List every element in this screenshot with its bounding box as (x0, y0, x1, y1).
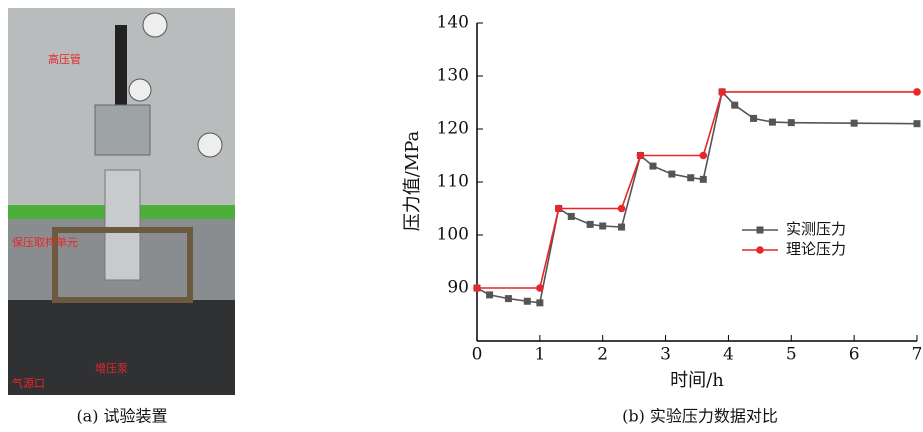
vessel (104, 169, 141, 281)
gauge (197, 132, 223, 158)
x-tick-label: 2 (597, 345, 608, 365)
x-tick-label: 3 (660, 345, 671, 365)
series-line (476, 90, 918, 304)
x-axis-label: 时间/h (670, 370, 724, 391)
marker (536, 299, 544, 307)
marker (473, 284, 481, 292)
frame (52, 227, 193, 303)
y-tick-label: 140 (437, 13, 469, 33)
photo-label: 气源口 (12, 376, 45, 390)
gauge (128, 78, 152, 102)
y-tick-label: 100 (437, 225, 469, 245)
marker (567, 212, 575, 220)
base (8, 300, 235, 395)
marker (718, 88, 726, 96)
marker (687, 174, 695, 182)
marker (668, 170, 676, 178)
marker (731, 101, 739, 109)
caption: (a) 试验装置 (76, 407, 167, 426)
x-tick-label: 4 (723, 345, 734, 365)
caption: (b) 实验压力数据对比 (622, 407, 778, 426)
photo: 高压管 保压取样单元 增压泵 气源口 (8, 8, 235, 395)
marker (787, 119, 795, 127)
marker (913, 120, 921, 128)
x-tick-label: 7 (912, 345, 923, 365)
marker (699, 151, 708, 160)
gauge (142, 12, 168, 38)
marker (617, 204, 626, 213)
y-tick-label: 130 (437, 66, 469, 86)
y-tick-label: 110 (437, 172, 469, 192)
x-tick-label: 6 (849, 345, 860, 365)
marker (618, 223, 626, 231)
y-axis-label: 压力值/MPa (402, 130, 423, 231)
legend-label: 理论压力 (786, 240, 846, 258)
marker (850, 119, 858, 127)
y-tick-label: 90 (447, 278, 469, 298)
y-tick-label: 120 (437, 119, 469, 139)
marker (913, 88, 921, 96)
x-tick-label: 5 (786, 345, 797, 365)
tube (115, 25, 127, 105)
marker (750, 114, 758, 122)
photo-label: 保压取样单元 (12, 235, 78, 249)
marker (554, 204, 563, 213)
marker (599, 222, 607, 230)
series-line (477, 91, 917, 289)
marker (523, 297, 531, 305)
x-tick-label: 1 (534, 345, 545, 365)
legend-marker (756, 246, 764, 254)
marker (649, 162, 657, 170)
photo-label: 增压泵 (95, 361, 128, 375)
marker (486, 291, 494, 299)
marker (636, 151, 645, 160)
marker (536, 284, 544, 292)
marker (586, 220, 594, 228)
marker (504, 295, 512, 303)
marker (699, 175, 707, 183)
photo-label: 高压管 (48, 52, 81, 66)
legend-label: 实测压力 (786, 220, 846, 238)
valve-block (94, 104, 151, 156)
x-tick-label: 0 (472, 345, 483, 365)
legend-marker (756, 226, 764, 234)
marker (768, 118, 776, 126)
